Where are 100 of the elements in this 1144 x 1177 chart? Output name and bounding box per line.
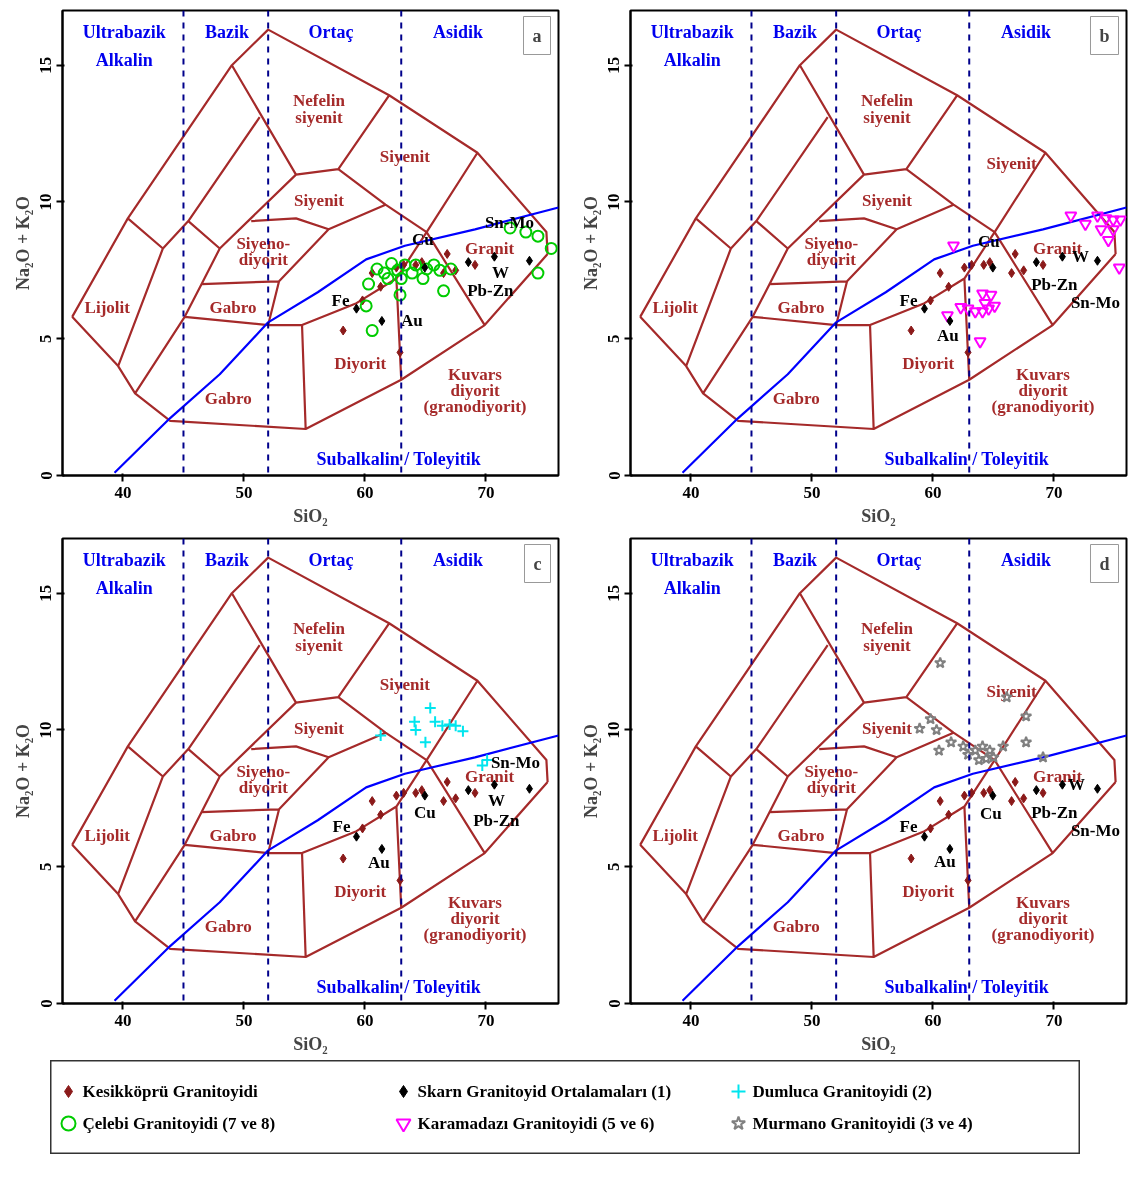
x-axis-title: SiO₂: [861, 505, 896, 526]
y-tick-label: 15: [36, 584, 56, 602]
data-label: Pb-Zn: [1031, 274, 1079, 294]
data-label: Fe: [899, 291, 918, 311]
y-tick-label: 10: [604, 721, 624, 739]
annotation: Ultrabazik: [650, 22, 734, 43]
annotation: Siyenit: [861, 191, 913, 211]
annotation: Kuvars diyorit (granodiyorit): [423, 365, 527, 417]
data-label: W: [491, 263, 509, 283]
x-tick-label: 70: [1045, 1010, 1063, 1030]
annotation: Subalkalin / Toleyitik: [316, 977, 481, 998]
text: c: [533, 553, 542, 574]
annotation: Gabro: [777, 297, 825, 317]
annotation: Siyenit: [379, 675, 431, 695]
data-label: Au: [401, 311, 423, 331]
text: d: [1099, 553, 1110, 574]
y-tick-label: 10: [36, 721, 56, 739]
y-tick-label: 15: [36, 56, 56, 74]
x-tick-label: 40: [114, 482, 132, 502]
annotation: Asidik: [433, 550, 484, 571]
annotation: Asidik: [1001, 550, 1052, 571]
annotation: Nefelin siyenit: [861, 619, 914, 655]
annotation: Siyenit: [861, 719, 913, 739]
text: b: [1099, 25, 1110, 46]
y-tick-label: 5: [604, 862, 624, 871]
y-axis-title: Na₂O + K₂O: [12, 195, 33, 291]
x-tick-label: 50: [235, 482, 253, 502]
data-label: Cu: [413, 803, 436, 823]
legend-label: Dumluca Granitoyidi (2): [752, 1082, 932, 1101]
annotation: Alkalin: [95, 577, 153, 598]
y-tick-label: 0: [604, 999, 624, 1008]
annotation: Granit: [464, 238, 515, 258]
data-label: Sn-Mo: [1070, 821, 1121, 841]
annotation: Kuvars diyorit (granodiyorit): [991, 893, 1095, 945]
data-label: Au: [934, 852, 956, 872]
y-axis-title: Na₂O + K₂O: [580, 723, 601, 819]
data-label: Cu: [979, 804, 1002, 824]
annotation: Diyorit: [902, 353, 955, 373]
y-tick-label: 15: [604, 56, 624, 74]
legend-label: Skarn Granitoyid Ortalamaları (1): [417, 1082, 672, 1101]
annotation: Gabro: [772, 389, 820, 409]
annotation: Ultrabazik: [650, 550, 734, 571]
annotation: Kuvars diyorit (granodiyorit): [423, 893, 527, 945]
annotation: Bazik: [773, 22, 818, 43]
x-tick-label: 40: [114, 1010, 132, 1030]
x-tick-label: 60: [924, 1010, 942, 1030]
annotation: Bazik: [205, 550, 250, 571]
annotation: Gabro: [209, 297, 257, 317]
legend-label: Karamadazı Granitoyidi (5 ve 6): [417, 1114, 655, 1133]
annotation: Lijolit: [652, 297, 699, 317]
annotation: Nefelin siyenit: [293, 91, 346, 127]
x-axis-title: SiO₂: [293, 1033, 328, 1054]
y-tick-label: 0: [604, 471, 624, 480]
annotation: Lijolit: [84, 297, 131, 317]
annotation: Alkalin: [663, 49, 721, 70]
x-tick-label: 70: [477, 482, 495, 502]
data-label: Fe: [899, 817, 918, 837]
y-tick-label: 5: [604, 334, 624, 343]
annotation: Siyenit: [986, 154, 1037, 174]
annotation: Siyenit: [379, 147, 431, 167]
annotation: Subalkalin / Toleyitik: [884, 449, 1049, 470]
annotation: Diyorit: [902, 881, 955, 901]
x-tick-label: 60: [924, 482, 942, 502]
annotation: Lijolit: [84, 825, 131, 845]
annotation: Alkalin: [95, 49, 153, 70]
x-axis-title: SiO₂: [861, 1033, 896, 1054]
data-label: W: [487, 791, 505, 811]
data-label: Pb-Zn: [467, 280, 515, 300]
annotation: Gabro: [772, 917, 820, 937]
annotation: Subalkalin / Toleyitik: [316, 449, 481, 470]
data-label: Pb-Zn: [1031, 802, 1079, 822]
annotation: Gabro: [777, 825, 825, 845]
y-tick-label: 5: [36, 862, 56, 871]
annotation: Diyorit: [334, 881, 387, 901]
annotation: Asidik: [1001, 22, 1052, 43]
annotation: Ultrabazik: [82, 22, 166, 43]
annotation: Bazik: [773, 550, 818, 571]
legend-label: Çelebi Granitoyidi (7 ve 8): [82, 1114, 276, 1133]
annotation: Siyeno- diyorit: [236, 233, 291, 269]
annotation: Siyeno- diyorit: [804, 761, 859, 797]
annotation: Siyeno- diyorit: [804, 233, 859, 269]
annotation: Ortaç: [308, 22, 354, 43]
annotation: Siyeno- diyorit: [236, 761, 291, 797]
x-tick-label: 60: [356, 482, 374, 502]
legend-label: Kesikköprü Granitoyidi: [82, 1082, 259, 1101]
legend-label: Murmano Granitoyidi (3 ve 4): [752, 1114, 973, 1133]
data-label: Fe: [331, 291, 350, 311]
annotation: Asidik: [433, 22, 484, 43]
y-tick-label: 10: [604, 193, 624, 211]
y-tick-label: 0: [36, 999, 56, 1008]
annotation: Siyenit: [293, 191, 345, 211]
y-tick-label: 15: [604, 584, 624, 602]
annotation: Kuvars diyorit (granodiyorit): [991, 365, 1095, 417]
annotation: Subalkalin / Toleyitik: [884, 977, 1049, 998]
x-tick-label: 50: [803, 482, 821, 502]
x-axis-title: SiO₂: [293, 505, 328, 526]
y-tick-label: 0: [36, 471, 56, 480]
y-axis-title: Na₂O + K₂O: [580, 195, 601, 291]
x-tick-label: 40: [682, 1010, 700, 1030]
annotation: Siyenit: [293, 719, 345, 739]
